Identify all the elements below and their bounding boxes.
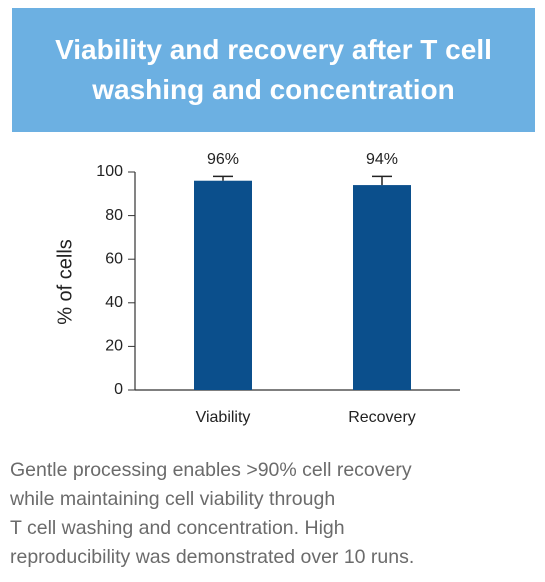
chart-title: Viability and recovery after T cell wash…	[55, 34, 492, 105]
caption-line: Gentle processing enables >90% cell reco…	[10, 459, 412, 481]
chart: % of cells 0 20 40 60 80 100 Viability 96% Recove…	[54, 151, 460, 426]
y-tick-label: 100	[96, 163, 123, 180]
y-tick-label: 20	[105, 338, 123, 355]
y-tick-label: 0	[114, 381, 123, 398]
caption-line: T cell washing and concentration. High	[10, 517, 345, 539]
x-tick-label: Viability	[196, 409, 251, 426]
caption: Gentle processing enables >90% cell reco…	[10, 456, 414, 572]
caption-line: reproducibility was demonstrated over 10…	[10, 546, 415, 568]
x-tick-label: Recovery	[348, 409, 416, 426]
y-axis-label: % of cells	[54, 239, 76, 325]
bar	[194, 180, 252, 390]
bar	[353, 185, 411, 390]
y-tick-label: 40	[105, 294, 123, 311]
value-label: 96%	[207, 151, 239, 168]
header: Viability and recovery after T cell wash…	[12, 8, 535, 132]
value-label: 94%	[366, 151, 398, 168]
y-tick-label: 80	[105, 207, 123, 224]
y-tick-label: 60	[105, 250, 123, 267]
caption-line: while maintaining cell viability through	[10, 488, 336, 510]
